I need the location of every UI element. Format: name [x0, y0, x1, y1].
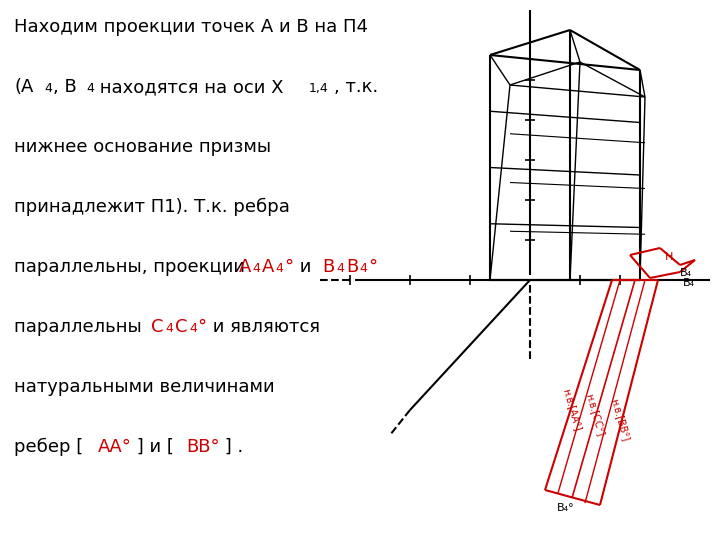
Text: н.в.[СС°]: н.в.[СС°] — [584, 393, 606, 437]
Text: С: С — [175, 318, 187, 336]
Text: параллельны: параллельны — [14, 318, 148, 336]
Text: °: ° — [284, 258, 293, 276]
Text: 4: 4 — [359, 262, 367, 275]
Text: В: В — [322, 258, 334, 276]
Text: ] .: ] . — [219, 438, 243, 456]
Text: ] и [: ] и [ — [131, 438, 179, 456]
Text: н.в.[АА°]: н.в.[АА°] — [561, 388, 583, 433]
Text: 1,4: 1,4 — [309, 82, 329, 95]
Text: В₄°: В₄° — [557, 503, 575, 513]
Text: н.в.[ВВ°]: н.в.[ВВ°] — [609, 397, 631, 443]
Text: B₄: B₄ — [683, 278, 695, 288]
Text: нижнее основание призмы: нижнее основание призмы — [14, 138, 271, 156]
Text: 4: 4 — [44, 82, 52, 95]
Text: 4: 4 — [275, 262, 283, 275]
Text: , В: , В — [53, 78, 77, 96]
Text: ребер [: ребер [ — [14, 438, 89, 456]
Text: параллельны, проекции: параллельны, проекции — [14, 258, 251, 276]
Text: 4: 4 — [189, 322, 197, 335]
Text: (А: (А — [14, 78, 33, 96]
Text: 4: 4 — [165, 322, 173, 335]
Text: С: С — [151, 318, 163, 336]
Text: ВВ°: ВВ° — [186, 438, 220, 456]
Text: и являются: и являются — [207, 318, 320, 336]
Text: А: А — [262, 258, 274, 276]
Text: В: В — [346, 258, 359, 276]
Text: 4: 4 — [336, 262, 344, 275]
Text: , т.к.: , т.к. — [334, 78, 378, 96]
Text: находятся на оси Х: находятся на оси Х — [94, 78, 284, 96]
Text: и: и — [294, 258, 317, 276]
Text: Находим проекции точек А и В на П4: Находим проекции точек А и В на П4 — [14, 18, 368, 36]
Text: натуральными величинами: натуральными величинами — [14, 378, 274, 396]
Text: 4: 4 — [252, 262, 260, 275]
Text: B₄: B₄ — [680, 268, 692, 278]
Text: °: ° — [368, 258, 377, 276]
Text: 4: 4 — [86, 82, 94, 95]
Text: Н.: Н. — [665, 252, 677, 262]
Text: принадлежит П1). Т.к. ребра: принадлежит П1). Т.к. ребра — [14, 198, 290, 216]
Text: А: А — [239, 258, 251, 276]
Text: °: ° — [197, 318, 206, 336]
Text: АА°: АА° — [98, 438, 132, 456]
